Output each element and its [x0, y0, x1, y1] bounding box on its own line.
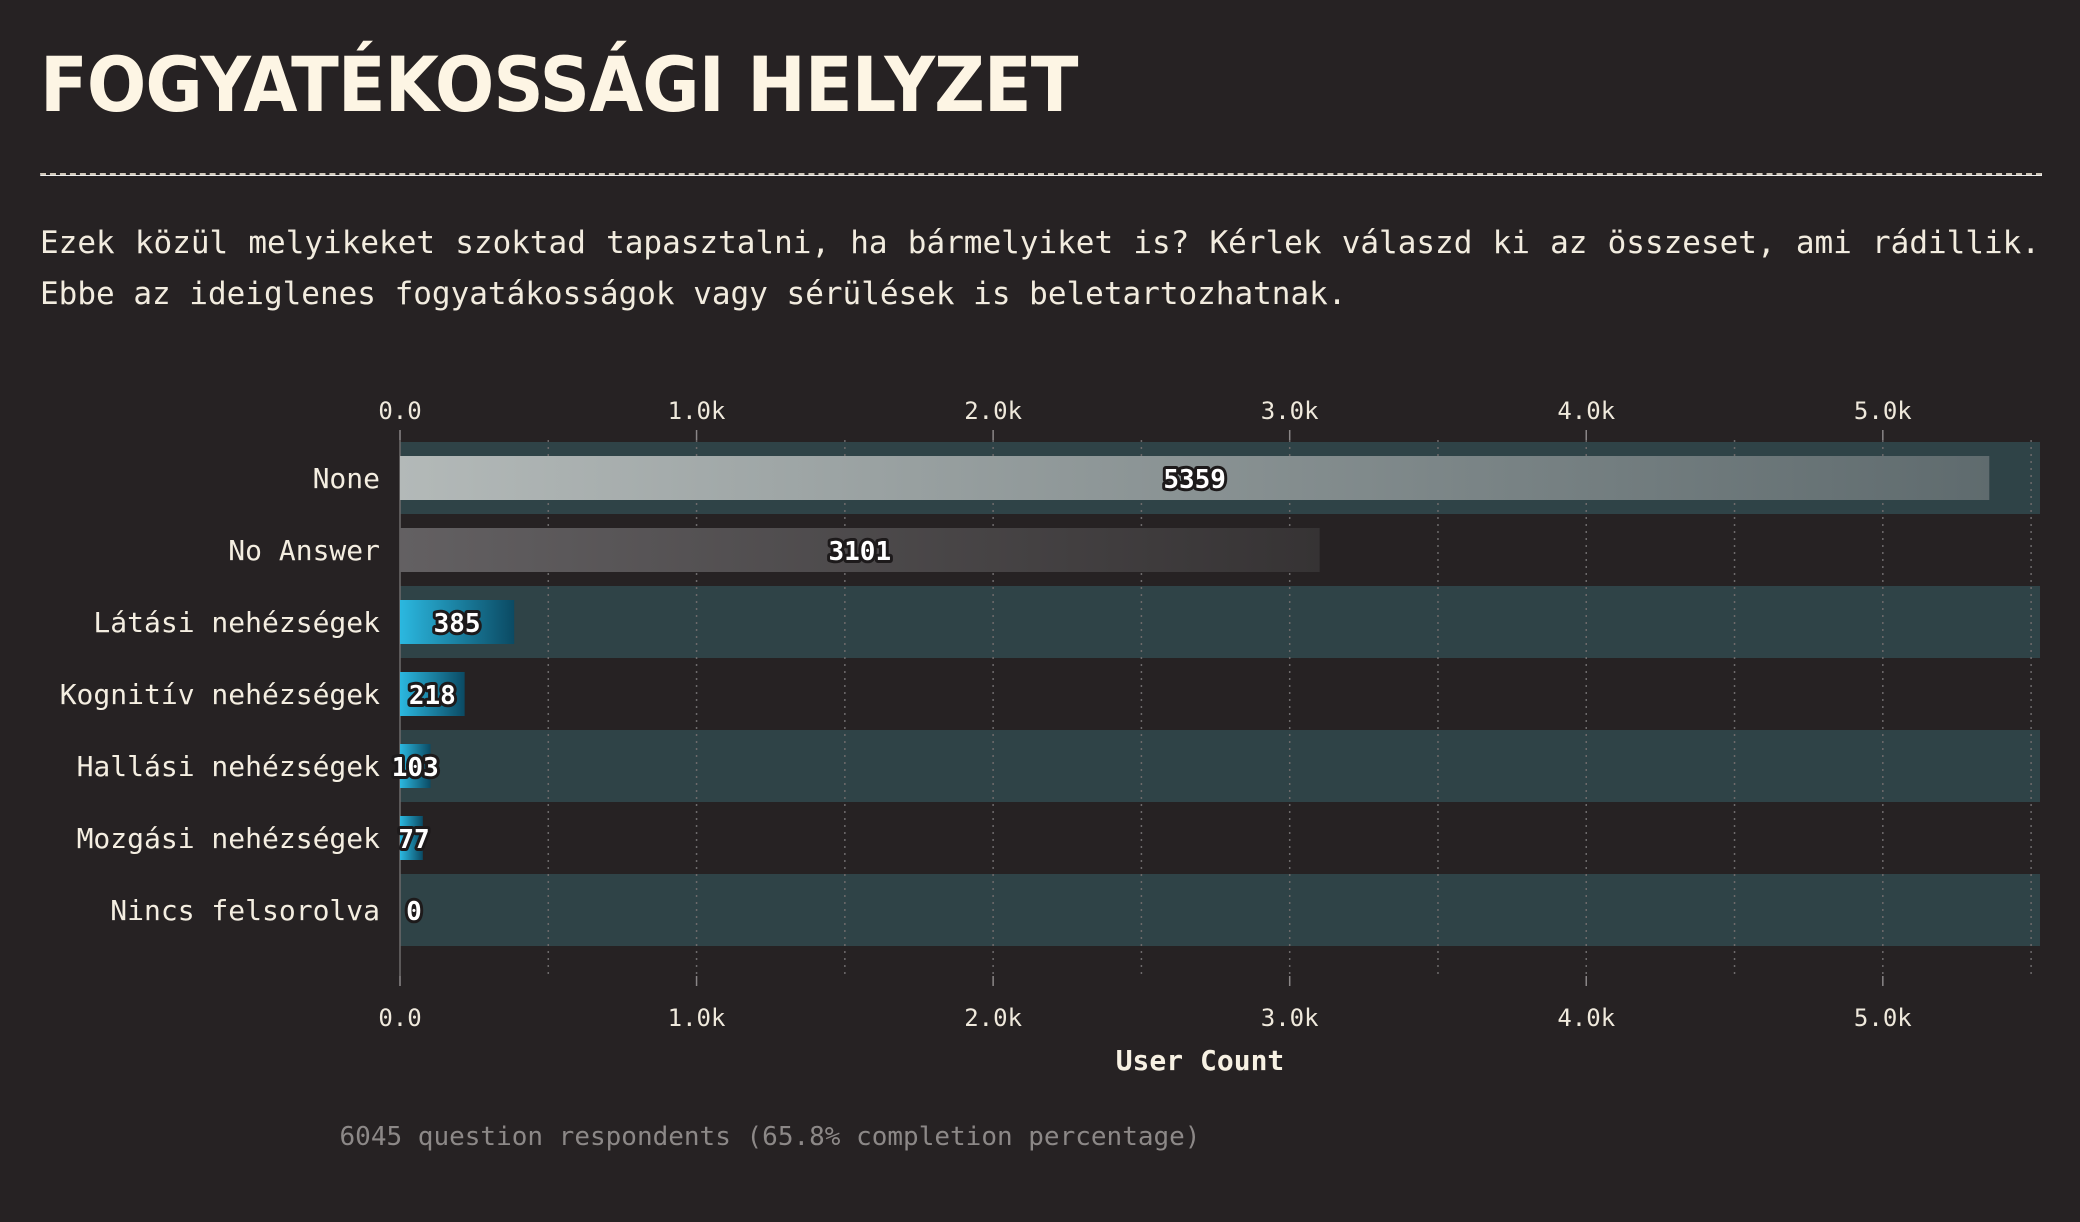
category-labels: None No Answer Látási nehézségek Kognitív n… [60, 462, 380, 927]
bar [400, 744, 431, 788]
grid-lines [399, 440, 2032, 976]
value-label: 218 [409, 681, 456, 711]
respondents-note: 6045 question respondents (65.8% complet… [339, 1122, 1201, 1152]
bar-chart: 0.0 1.0k 2.0k 3.0k 4.0k 5.0k 0.0 1.0k 2.0k 3.0k 4… [60, 397, 2040, 1077]
top-axis: 0.0 1.0k 2.0k 3.0k 4.0k 5.0k [378, 397, 1912, 440]
x-tick-label-bottom: 2.0k [964, 1004, 1022, 1032]
value-label: 0 [406, 897, 422, 927]
value-label: 385 [434, 609, 481, 639]
category-label: Látási nehézségek [93, 606, 380, 639]
bar [400, 672, 465, 716]
x-tick-label-bottom: 5.0k [1854, 1004, 1912, 1032]
value-labels: 5359 3101 385 218 103 77 0 [389, 462, 1229, 930]
bar [400, 456, 1990, 500]
x-axis-label: User Count [1116, 1044, 1285, 1077]
value-label: 5359 [1163, 465, 1226, 495]
category-label: Mozgási nehézségek [77, 822, 381, 855]
row-bands [400, 442, 2040, 946]
page-title: FOGYATÉKOSSÁGI HELYZET [40, 40, 1078, 129]
bottom-axis: 0.0 1.0k 2.0k 3.0k 4.0k 5.0k [378, 976, 1912, 1032]
value-label: 77 [398, 825, 429, 855]
x-tick-label-top: 5.0k [1854, 397, 1912, 425]
value-label: 103 [392, 753, 439, 783]
x-tick-label-top: 3.0k [1261, 397, 1319, 425]
title-divider [40, 173, 2042, 176]
category-label: No Answer [228, 534, 380, 567]
category-label: None [313, 462, 380, 495]
x-tick-label-bottom: 3.0k [1261, 1004, 1319, 1032]
x-tick-label-bottom: 0.0 [378, 1004, 421, 1032]
row-band [400, 874, 2040, 946]
row-band [400, 730, 2040, 802]
x-tick-label-top: 4.0k [1557, 397, 1615, 425]
bar [400, 816, 423, 860]
bar [400, 600, 515, 644]
category-label: Kognitív nehézségek [60, 678, 380, 711]
category-label: Nincs felsorolva [110, 894, 380, 927]
bars [400, 456, 1990, 860]
x-tick-label-top: 0.0 [378, 397, 421, 425]
x-tick-label-bottom: 4.0k [1557, 1004, 1615, 1032]
question-text: Ezek közül melyikeket szoktad tapasztaln… [40, 225, 2040, 312]
x-tick-label-top: 2.0k [964, 397, 1022, 425]
value-label: 3101 [829, 537, 892, 567]
row-band [400, 586, 2040, 658]
x-tick-label-top: 1.0k [668, 397, 726, 425]
category-label: Hallási nehézségek [77, 750, 381, 783]
x-tick-label-bottom: 1.0k [668, 1004, 726, 1032]
bar [400, 528, 1320, 572]
